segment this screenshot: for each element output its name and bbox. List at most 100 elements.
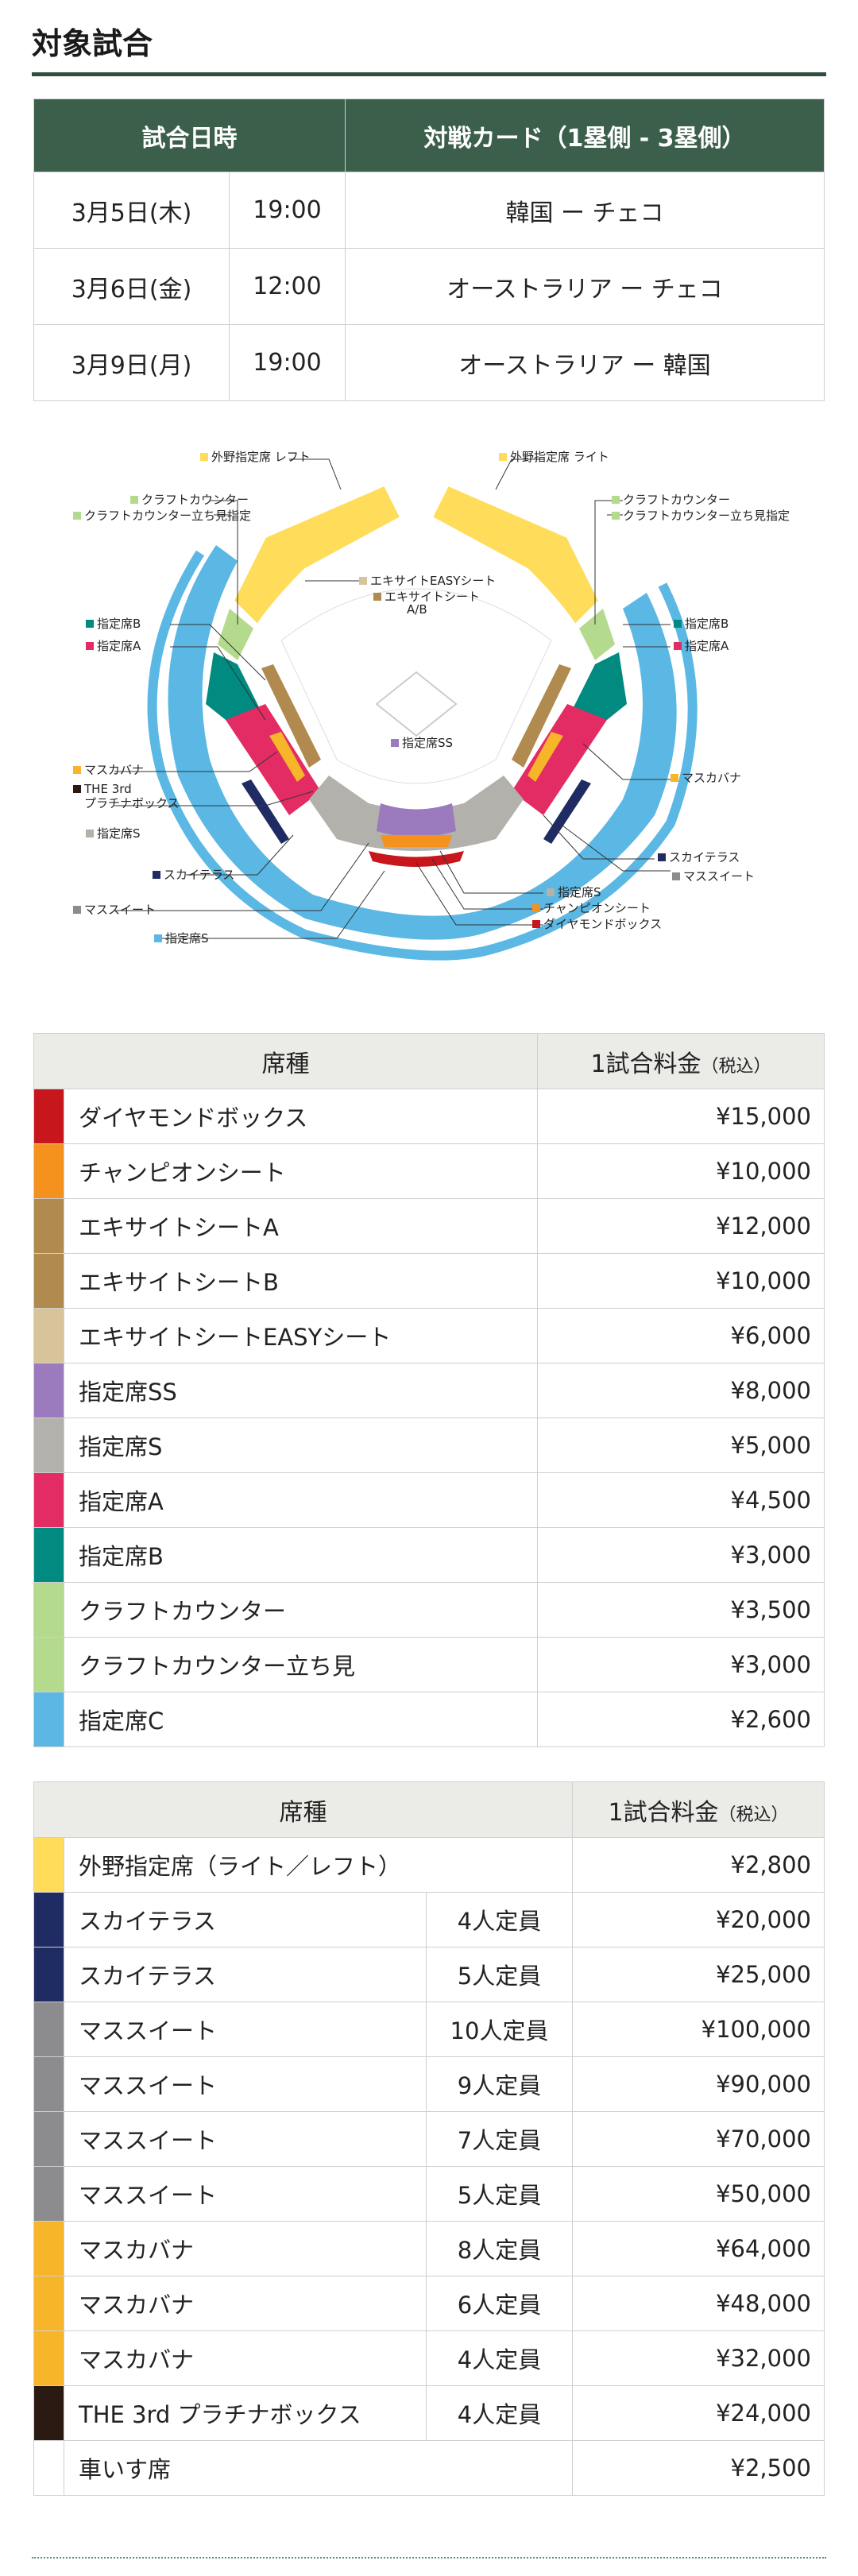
seat-name: ダイヤモンドボックス: [64, 1089, 538, 1144]
price-row: マススイート 7人定員 ¥70,000: [33, 2111, 825, 2167]
seat-color-swatch: [33, 1692, 64, 1747]
sky-terrace-right-area: [543, 779, 591, 844]
seat-name: クラフトカウンター: [64, 1582, 538, 1638]
label-the3rd: THE 3rd: [83, 782, 132, 796]
seat-capacity: 8人定員: [425, 2221, 574, 2276]
seat-name: エキサイトシートEASYシート: [64, 1308, 538, 1363]
seat-name: スカイテラス: [64, 1947, 427, 2002]
seat-price: ¥100,000: [572, 2002, 825, 2057]
seat-name: エキサイトシートB: [64, 1253, 538, 1309]
header-price-label: 1試合料金: [608, 1798, 719, 1827]
seat-capacity: 4人定員: [425, 1892, 574, 1947]
seat-capacity: 5人定員: [425, 2166, 574, 2222]
label-seat-a-right: 指定席A: [685, 639, 729, 653]
match-card: 韓国 ー チェコ: [345, 172, 825, 249]
seat-capacity: 6人定員: [425, 2276, 574, 2331]
price-table-1-header: 席種 1試合料金（税込）: [33, 1033, 825, 1089]
label-diamond: ダイヤモンドボックス: [543, 917, 662, 931]
header-price-label: 1試合料金: [590, 1050, 701, 1078]
match-time: 19:00: [229, 172, 346, 249]
seat-a-left-area: [226, 704, 321, 815]
seat-color-swatch: [33, 2166, 64, 2222]
seat-capacity: 9人定員: [425, 2056, 574, 2112]
seat-color-swatch: [33, 2002, 64, 2057]
dotted-divider: [32, 2557, 826, 2559]
seat-price: ¥15,000: [537, 1089, 825, 1144]
seat-ss-area: [377, 803, 456, 837]
seat-price: ¥10,000: [537, 1253, 825, 1309]
excite-right-area: [512, 664, 571, 768]
match-time: 12:00: [229, 248, 346, 325]
outfield-left-area: [232, 484, 402, 626]
seat-price: ¥2,600: [537, 1692, 825, 1747]
seat-name: THE 3rd プラチナボックス: [64, 2385, 427, 2441]
seat-color-swatch: [33, 1253, 64, 1309]
seat-capacity: 7人定員: [425, 2111, 574, 2167]
label-outfield-right: 外野指定席 ライト: [510, 450, 609, 464]
seat-price: ¥2,800: [572, 1837, 825, 1893]
seat-capacity: 4人定員: [425, 2330, 574, 2386]
seat-color-swatch: [33, 2221, 64, 2276]
match-row: 3月6日(金) 12:00 オーストラリア ー チェコ: [33, 248, 825, 325]
price-row: マスカバナ 8人定員 ¥64,000: [33, 2221, 825, 2276]
seat-color-swatch: [33, 1892, 64, 1947]
seat-color-swatch: [33, 2056, 64, 2112]
seat-price: ¥64,000: [572, 2221, 825, 2276]
label-masukabana-left: マスカバナ: [84, 763, 144, 777]
seat-capacity: 5人定員: [425, 1947, 574, 2002]
seat-name: マススイート: [64, 2056, 427, 2112]
excite-left-area: [261, 664, 321, 768]
diamond-area: [369, 851, 464, 867]
price-row: 指定席A ¥4,500: [33, 1472, 825, 1528]
champion-area: [381, 835, 452, 847]
label-seat-b-right: 指定席B: [685, 617, 729, 631]
match-date: 3月6日(金): [33, 248, 230, 325]
seat-name: 指定席C: [64, 1692, 538, 1747]
header-seat-type: 席種: [33, 1781, 574, 1838]
seat-name: 指定席A: [64, 1472, 538, 1528]
match-date: 3月9日(月): [33, 324, 230, 401]
seat-price: ¥32,000: [572, 2330, 825, 2386]
match-table: 試合日時 対戦カード（1塁側 - 3塁側） 3月5日(木) 19:00 韓国 ー…: [33, 99, 825, 401]
label-sky-terrace-left: スカイテラス: [164, 868, 234, 882]
seat-color-swatch: [33, 1472, 64, 1528]
seat-price: ¥90,000: [572, 2056, 825, 2112]
header-price: 1試合料金（税込）: [537, 1033, 825, 1089]
label-craft-right: クラフトカウンター: [623, 493, 730, 507]
label-craft-stand-left: クラフトカウンター立ち見指定: [84, 509, 251, 523]
match-card: オーストラリア ー 韓国: [345, 324, 825, 401]
match-date: 3月5日(木): [33, 172, 230, 249]
seat-color-swatch: [33, 2111, 64, 2167]
label-seat-a-left: 指定席A: [97, 639, 141, 653]
seat-name: クラフトカウンター立ち見: [64, 1637, 538, 1692]
header-seat-type: 席種: [33, 1033, 538, 1089]
seat-name: チャンピオンシート: [64, 1143, 538, 1199]
masukabana-left-area: [269, 732, 305, 782]
label-craft-left: クラフトカウンター: [141, 493, 249, 507]
seat-color-swatch: [33, 1947, 64, 2002]
seat-price: ¥6,000: [537, 1308, 825, 1363]
seat-color-swatch: [33, 1308, 64, 1363]
seat-color-swatch: [33, 1418, 64, 1473]
seat-name: 車いす席: [63, 2440, 574, 2496]
outfield-right-area: [431, 484, 601, 626]
price-row: マススイート 5人定員 ¥50,000: [33, 2166, 825, 2222]
section-title-text: 対象試合: [32, 26, 153, 61]
seat-name: マススイート: [64, 2111, 427, 2167]
price-row: 指定席B ¥3,000: [33, 1527, 825, 1583]
seat-price: ¥3,500: [537, 1582, 825, 1638]
seat-color-swatch: [33, 1143, 64, 1199]
price-row: エキサイトシートB ¥10,000: [33, 1253, 825, 1309]
label-seat-b-left: 指定席B: [97, 617, 141, 631]
price-row: 指定席SS ¥8,000: [33, 1363, 825, 1418]
price-table-2: 席種 1試合料金（税込） 外野指定席（ライト／レフト） ¥2,800 スカイテラス 4…: [33, 1781, 825, 2496]
seat-color-swatch: [33, 1582, 64, 1638]
seat-price: ¥20,000: [572, 1892, 825, 1947]
header-tax-label: （税込）: [701, 1056, 771, 1077]
price-row: 外野指定席（ライト／レフト） ¥2,800: [33, 1837, 825, 1893]
seat-color-swatch: [33, 2385, 64, 2441]
label-sky-terrace-right: スカイテラス: [669, 850, 740, 864]
seat-price: ¥50,000: [572, 2166, 825, 2222]
match-table-header: 試合日時 対戦カード（1塁側 - 3塁側）: [33, 99, 825, 172]
price-row: エキサイトシートEASYシート ¥6,000: [33, 1308, 825, 1363]
